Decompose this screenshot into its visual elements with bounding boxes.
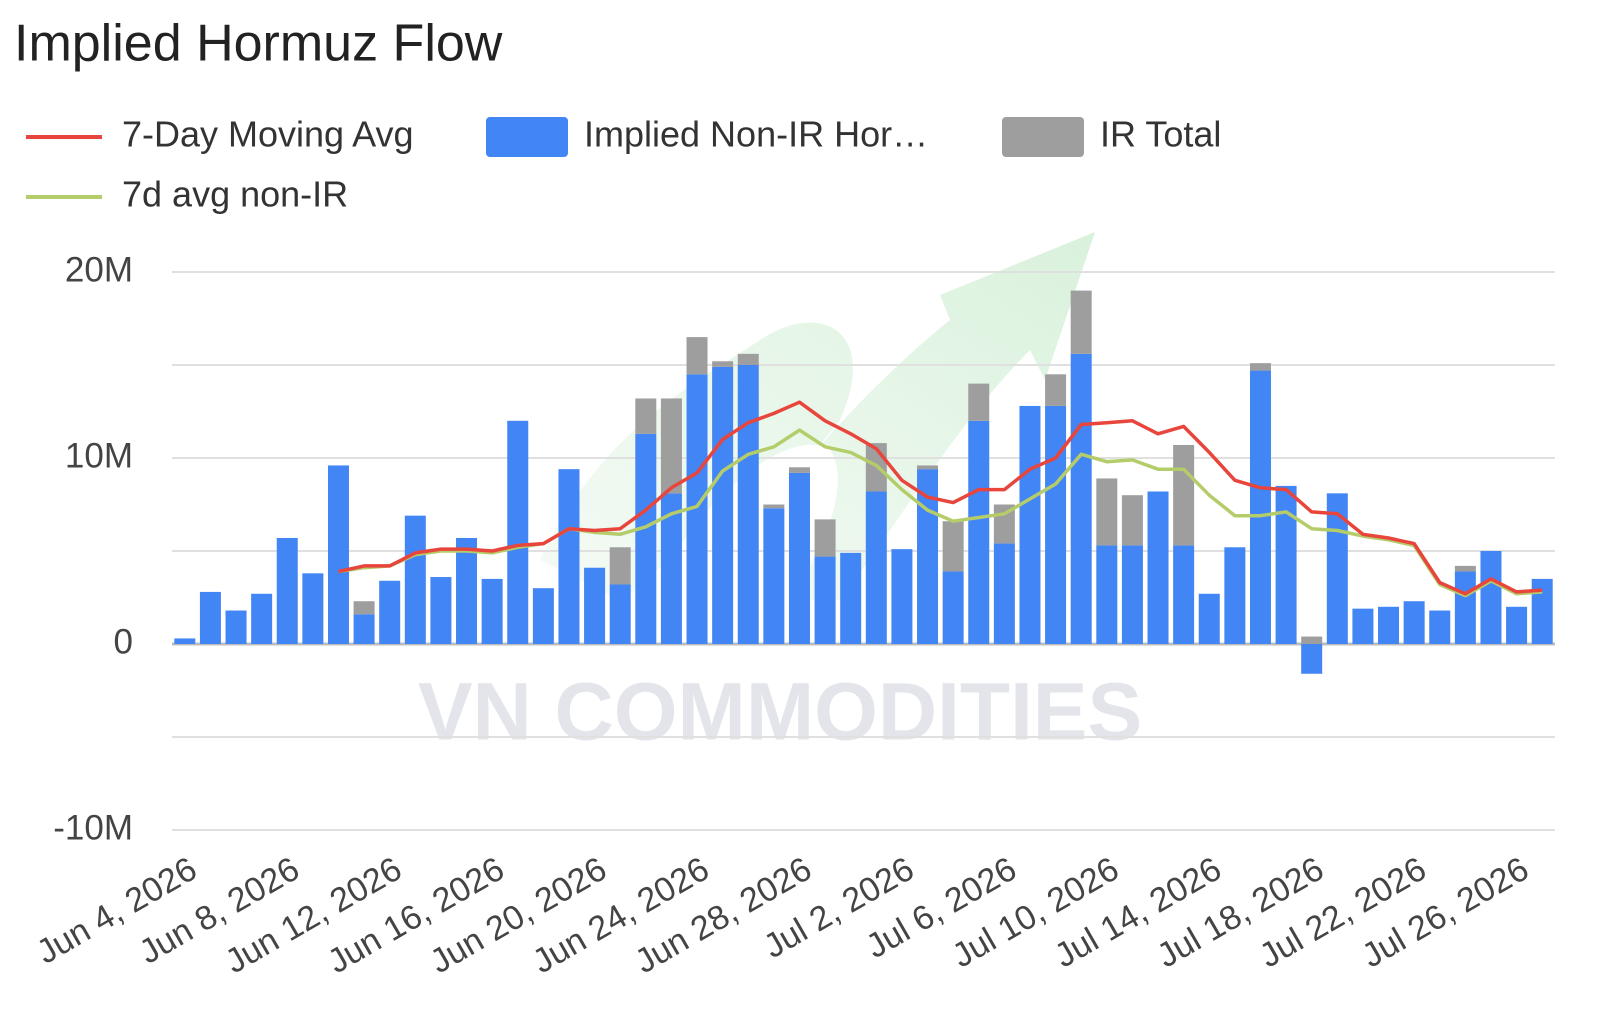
bar [609,547,631,585]
bar [686,337,708,375]
bar [507,420,529,644]
bar [353,614,375,644]
bar [814,519,836,557]
legend-swatch [486,117,568,157]
bar [353,601,375,615]
legend-label: 7d avg non-IR [122,174,348,215]
y-tick-label: 20M [65,250,133,289]
bar [1121,545,1143,644]
bar [993,543,1015,644]
bar [609,584,631,644]
bar [199,591,221,644]
line [338,400,1543,596]
bar [1173,545,1195,644]
legend-label: 7-Day Moving Avg [122,114,413,155]
bar [891,549,913,644]
bar [430,577,452,644]
bar [814,556,836,644]
bar [276,537,298,644]
legend-swatch [1002,117,1084,157]
y-tick-label: 10M [65,436,133,475]
bar [635,398,657,434]
bar [174,638,196,644]
bar [763,504,785,509]
legend-label: Implied Non-IR Hor… [584,114,928,155]
y-tick-label: 0 [114,622,133,661]
bar [737,353,759,365]
bar [1019,405,1041,644]
bar [1506,606,1528,644]
bar [1480,551,1502,644]
legend-label: IR Total [1100,114,1221,155]
bar [968,420,990,644]
bar [584,567,606,644]
bar [1096,478,1118,546]
bar [1249,363,1271,371]
bar [1454,571,1476,644]
bar [737,365,759,644]
bar [481,578,503,644]
bar [942,571,964,644]
bar [327,465,349,644]
bar [1454,565,1476,572]
bar [532,588,554,644]
bar [840,552,862,644]
bar [379,580,401,644]
bar [1224,547,1246,644]
bar [302,573,324,644]
bar [788,467,810,473]
bar [558,469,580,644]
watermark: VN COMMODITIES [418,667,1142,758]
bar [1070,353,1092,644]
bar [1198,593,1220,644]
bar [712,366,734,644]
chart-title: Implied Hormuz Flow [14,15,503,73]
bar [712,361,734,367]
bar [1045,405,1067,644]
bar [404,515,426,644]
bar [456,537,478,644]
bar [1403,601,1425,644]
bar [1531,578,1553,644]
bar [251,593,273,644]
bar [635,433,657,644]
bar [1070,290,1092,354]
bar [968,383,990,421]
bar [1352,608,1374,644]
bar [686,374,708,644]
bar [917,465,939,470]
bar [942,521,964,572]
y-tick-label: -10M [53,808,133,847]
bar [1275,485,1297,644]
bar [1121,495,1143,546]
bar [660,493,682,644]
bar [865,491,887,644]
lines [338,400,1543,598]
bar [1096,545,1118,644]
bar [1147,491,1169,644]
bar [1249,370,1271,644]
bar [1045,374,1067,406]
bar [1378,606,1400,644]
bar [1301,636,1323,644]
bar [788,472,810,644]
grid: 20M 10M 0 -10M [53,250,1555,847]
bar [763,508,785,644]
bar [1173,444,1195,546]
bar [1429,610,1451,644]
bar [225,610,247,644]
bar [1301,644,1323,674]
legend: 7-Day Moving Avg Implied Non-IR Hor… IR To… [26,114,1221,215]
bar [660,398,682,494]
